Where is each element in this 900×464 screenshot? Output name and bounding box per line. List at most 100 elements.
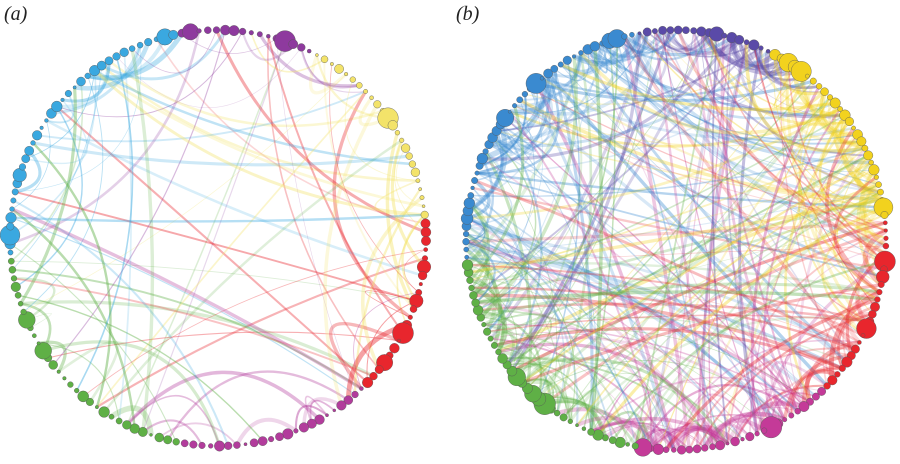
edge — [504, 77, 554, 127]
edge — [702, 41, 748, 449]
edge — [465, 240, 811, 403]
edge — [12, 268, 362, 390]
edge — [507, 362, 592, 433]
edge — [708, 32, 850, 122]
edge — [511, 221, 886, 373]
edge — [805, 369, 839, 403]
node — [204, 26, 212, 34]
edge — [476, 40, 611, 175]
edge — [563, 373, 667, 450]
edge — [118, 52, 132, 422]
edge — [10, 213, 425, 223]
edge — [465, 233, 675, 451]
edge — [560, 63, 836, 112]
edge — [474, 179, 857, 351]
node — [172, 438, 180, 446]
node — [314, 414, 325, 425]
node — [288, 39, 299, 49]
edge — [837, 305, 876, 369]
edge — [710, 418, 766, 448]
edge — [601, 43, 858, 141]
node — [387, 120, 398, 131]
node — [497, 353, 508, 364]
edge — [394, 140, 427, 233]
node — [410, 167, 421, 177]
node — [557, 61, 564, 68]
edge — [732, 400, 805, 443]
edge — [476, 171, 884, 209]
edge — [790, 367, 843, 416]
edge — [531, 154, 869, 395]
node — [115, 417, 123, 425]
edge — [526, 80, 814, 389]
edge — [401, 213, 426, 302]
edge — [471, 88, 544, 289]
node — [471, 177, 478, 184]
node — [863, 150, 874, 161]
edge — [692, 30, 780, 424]
edge — [601, 42, 881, 194]
edge — [476, 73, 560, 175]
node — [462, 238, 470, 246]
edge — [496, 123, 537, 152]
edge — [32, 141, 410, 167]
node — [468, 284, 475, 292]
node — [307, 48, 312, 54]
node — [36, 341, 41, 346]
node — [108, 413, 115, 420]
edge — [12, 199, 230, 447]
node — [85, 397, 94, 406]
edge — [125, 370, 321, 427]
node — [883, 220, 888, 226]
edge — [479, 93, 527, 167]
node — [421, 204, 426, 208]
edge — [781, 62, 885, 217]
edge — [580, 52, 879, 186]
edge — [769, 360, 828, 421]
edge — [633, 190, 882, 447]
node — [17, 301, 24, 307]
edge — [673, 35, 725, 451]
edge — [798, 71, 866, 151]
edge — [23, 75, 104, 313]
edge — [641, 384, 799, 448]
node — [315, 53, 319, 57]
node — [418, 270, 428, 281]
node — [163, 435, 173, 445]
edge — [505, 31, 711, 366]
edge — [109, 405, 154, 436]
edge — [57, 340, 119, 403]
node — [745, 432, 755, 442]
node — [208, 443, 214, 449]
edge — [468, 202, 571, 422]
node — [614, 436, 626, 448]
edge — [862, 183, 887, 232]
edge — [761, 355, 805, 412]
edge — [353, 188, 422, 395]
edge — [494, 344, 572, 422]
edge — [519, 99, 886, 263]
edge — [622, 35, 857, 351]
node — [275, 432, 284, 442]
node — [104, 56, 114, 66]
edge — [563, 183, 879, 418]
edge — [14, 190, 417, 302]
edge — [605, 425, 682, 451]
edge — [466, 123, 508, 213]
edge — [821, 91, 858, 136]
node — [30, 140, 36, 146]
edge — [467, 261, 880, 294]
edge — [521, 161, 872, 384]
edge — [824, 352, 852, 381]
node — [144, 38, 153, 47]
edge — [472, 187, 652, 449]
edge — [488, 34, 634, 147]
edge — [634, 102, 836, 447]
edge — [759, 47, 836, 107]
edge — [87, 31, 185, 81]
edge — [466, 217, 786, 421]
node — [715, 440, 725, 451]
edge — [479, 56, 578, 319]
edge — [74, 41, 151, 91]
edge — [166, 370, 349, 441]
